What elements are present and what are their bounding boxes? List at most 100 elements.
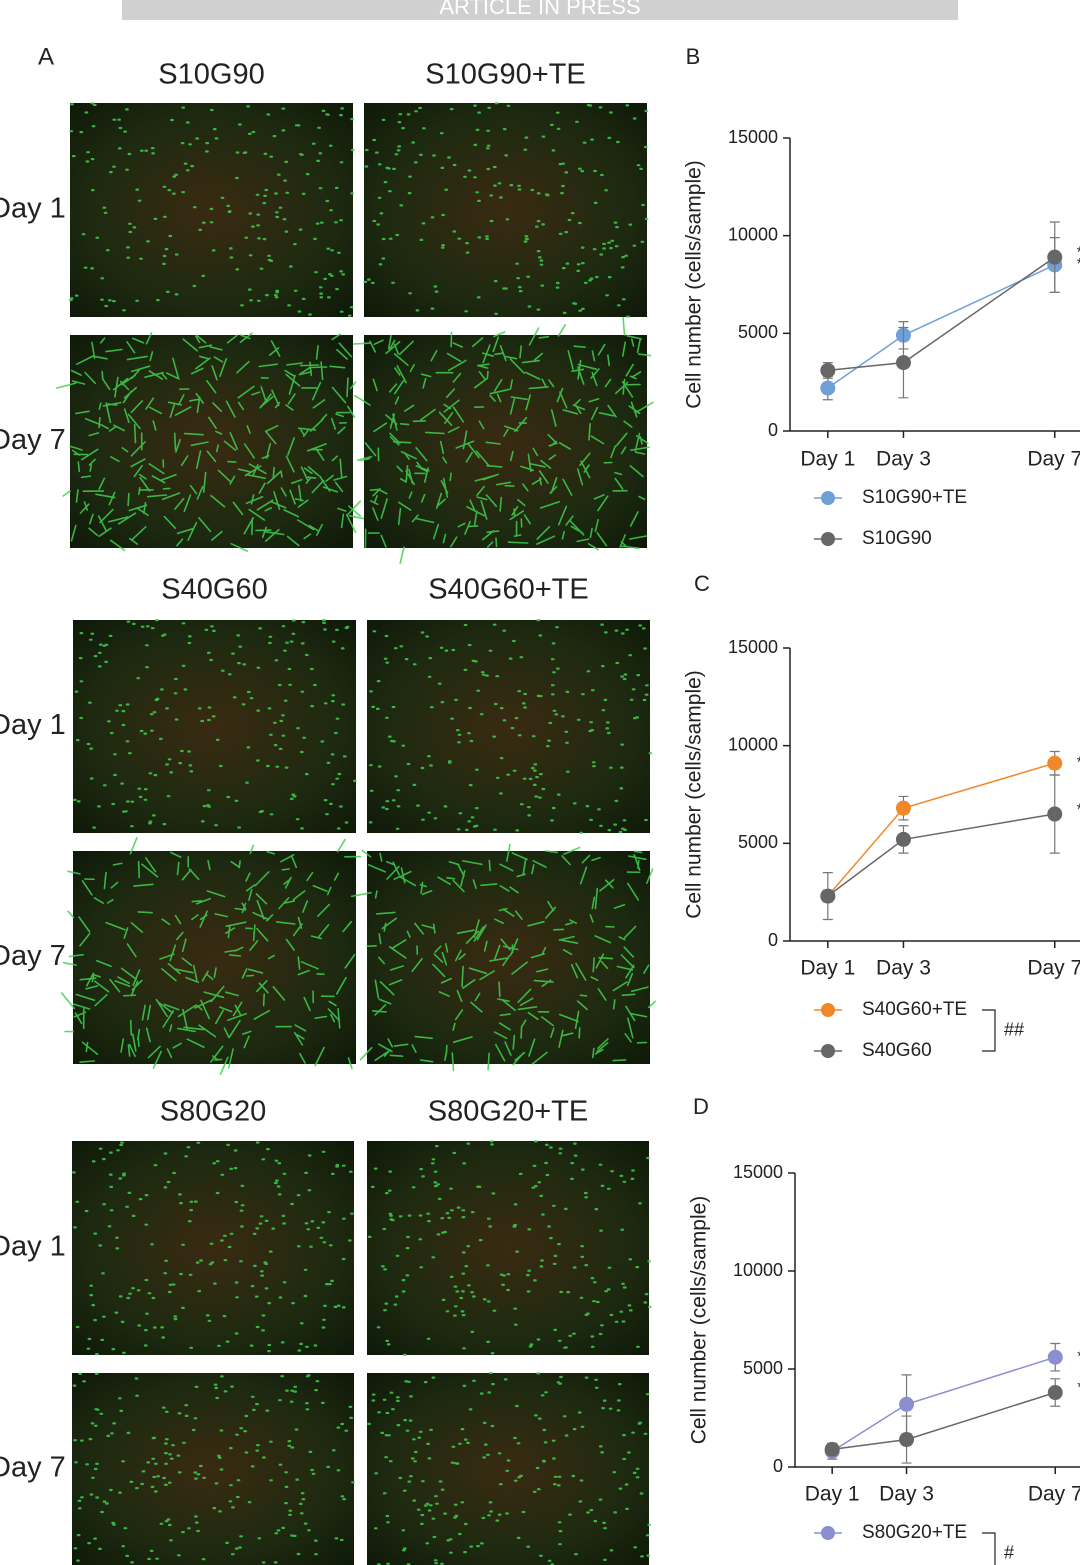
y-axis-label: Cell number (cells/sample): [683, 670, 706, 919]
micrograph: [367, 1373, 649, 1565]
cell-stain: [352, 317, 654, 564]
data-point: [820, 362, 836, 378]
y-tick-label: 5000: [743, 1358, 783, 1378]
x-tick-label: Day 3: [879, 1483, 934, 1506]
y-tick-label: 5000: [738, 832, 778, 852]
x-tick-label: Day 7: [1027, 957, 1080, 980]
micrograph: [367, 1141, 649, 1355]
x-tick-label: Day 3: [876, 957, 931, 980]
y-axis-label: Cell number (cells/sample): [683, 160, 706, 409]
series-line: [827, 264, 1056, 389]
column-header: S40G60+TE: [428, 574, 588, 606]
micrograph: [364, 335, 647, 548]
micrograph: [364, 103, 647, 317]
data-point: [820, 888, 836, 904]
y-axis-label: Cell number (cells/sample): [688, 1196, 711, 1445]
y-tick-label: 10000: [728, 224, 778, 244]
data-point: [824, 1441, 840, 1457]
row-label: Day 7: [0, 940, 66, 972]
significance: **: [1077, 1348, 1080, 1365]
data-point: [899, 1396, 915, 1412]
micrograph: [73, 851, 356, 1064]
cell-stain: [72, 1372, 355, 1564]
legend-marker: [821, 1044, 835, 1058]
column-header: S10G90: [158, 59, 264, 91]
cell-stain: [367, 1371, 652, 1565]
significance: *: [1077, 1380, 1080, 1397]
y-tick-label: 15000: [728, 637, 778, 657]
data-point: [1047, 1349, 1063, 1365]
bracket-label: #: [1004, 1542, 1014, 1562]
x-tick-label: Day 3: [876, 448, 931, 471]
banner-bar: [122, 0, 958, 20]
micrograph: [72, 1141, 354, 1355]
legend-label: S40G60: [862, 1040, 932, 1061]
data-point: [1047, 755, 1063, 771]
column-header: S80G20+TE: [428, 1096, 588, 1128]
series-line: [827, 256, 1056, 372]
data-point: [1047, 249, 1063, 265]
cell-stain: [350, 843, 656, 1072]
data-point: [1047, 806, 1063, 822]
series-line: [831, 1356, 1056, 1452]
bracket-label: ##: [1004, 1019, 1024, 1039]
series-line: [832, 1391, 1056, 1451]
panel-label: A: [38, 43, 54, 70]
legend-marker: [821, 1526, 835, 1540]
series-line: [827, 762, 1055, 897]
y-tick-label: 15000: [728, 127, 778, 147]
y-tick-label: 15000: [733, 1162, 783, 1182]
legend-bracket: [982, 1532, 996, 1565]
y-tick-label: 0: [773, 1456, 783, 1476]
y-tick-label: 10000: [733, 1260, 783, 1280]
x-tick-label: Day 7: [1027, 448, 1080, 471]
legend-label: S40G60+TE: [862, 999, 967, 1020]
data-point: [895, 831, 911, 847]
cell-stain: [368, 619, 653, 834]
y-tick-label: 5000: [738, 322, 778, 342]
significance: **: [1077, 754, 1080, 771]
row-label: Day 1: [0, 709, 66, 741]
micrograph: [367, 620, 650, 833]
cell-stain: [367, 1140, 652, 1356]
panel-label: C: [694, 571, 710, 596]
y-tick-label: 10000: [728, 734, 778, 754]
data-point: [1047, 1385, 1063, 1401]
legend-label: S10G90: [862, 528, 932, 549]
legend-bracket: [982, 1009, 996, 1052]
micrograph: [73, 620, 356, 833]
legend-marker: [821, 532, 835, 546]
legend-label: S10G90+TE: [862, 487, 967, 508]
significance: **: [1077, 256, 1080, 273]
banner: ARTICLE IN PRESS: [439, 0, 640, 19]
micrograph: [72, 1373, 354, 1565]
row-label: Day 7: [0, 1452, 66, 1484]
data-point: [820, 380, 836, 396]
significance: **: [1077, 801, 1080, 818]
legend-label: S80G20+TE: [862, 1522, 967, 1543]
data-point: [895, 800, 911, 816]
row-label: Day 7: [0, 424, 66, 456]
panel-label: D: [693, 1094, 709, 1119]
column-header: S80G20: [160, 1096, 266, 1128]
legend-marker: [821, 491, 835, 505]
column-header: S10G90+TE: [425, 59, 585, 91]
column-header: S40G60: [161, 574, 267, 606]
x-tick-label: Day 1: [805, 1483, 860, 1506]
data-point: [895, 355, 911, 371]
row-label: Day 1: [0, 1231, 66, 1263]
series-line: [827, 813, 1055, 897]
x-tick-label: Day 7: [1028, 1483, 1080, 1506]
cell-stain: [55, 332, 365, 552]
cell-stain: [61, 837, 362, 1075]
panel-label: B: [686, 44, 701, 69]
cell-stain: [68, 102, 355, 317]
legend-marker: [821, 1003, 835, 1017]
cell-stain: [72, 619, 357, 830]
x-tick-label: Day 1: [800, 957, 855, 980]
row-label: Day 1: [0, 193, 66, 225]
y-tick-label: 0: [768, 420, 778, 440]
data-point: [899, 1432, 915, 1448]
significance: **: [1077, 244, 1080, 261]
